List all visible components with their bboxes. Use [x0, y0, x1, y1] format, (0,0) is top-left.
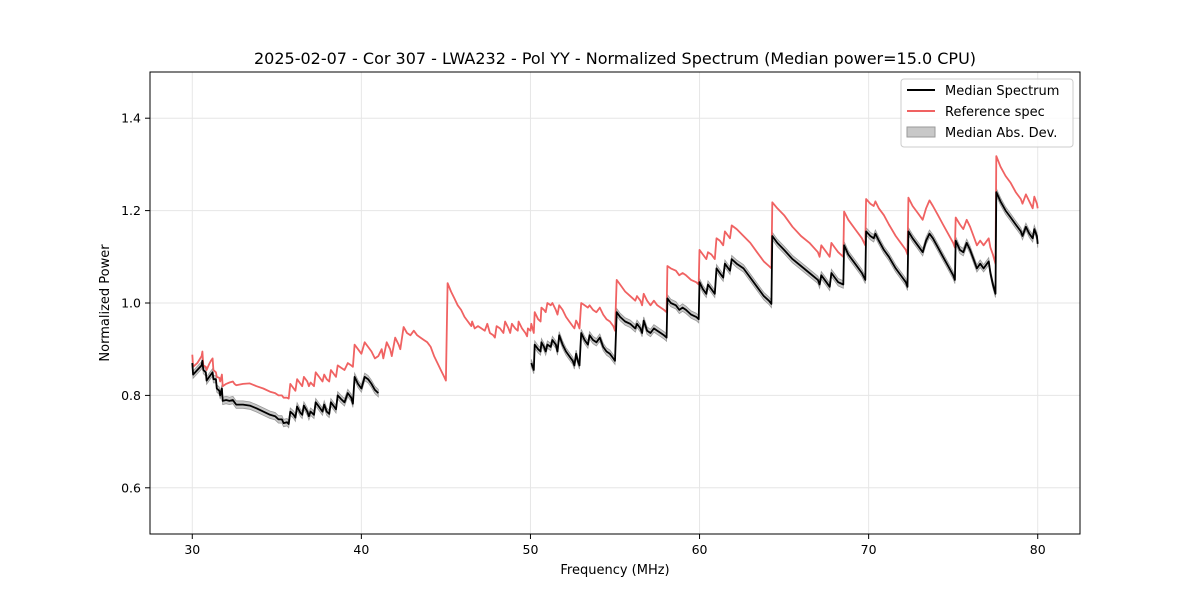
- y-axis-label: Normalized Power: [98, 244, 113, 362]
- reference-spec-layer: [191, 155, 1039, 400]
- x-tick-label: 70: [861, 542, 877, 557]
- legend-swatch-mad: [906, 126, 936, 138]
- y-tick-label: 1.2: [121, 203, 141, 218]
- median-spectrum-line: [191, 359, 379, 425]
- chart-title: 2025-02-07 - Cor 307 - LWA232 - Pol YY -…: [254, 49, 976, 68]
- x-tick-label: 60: [692, 542, 708, 557]
- mad-band: [191, 357, 379, 429]
- y-tick-label: 0.6: [121, 480, 141, 495]
- tick-layer: 30 40 50 60 70 80 0.6 0.8 1.0 1.2 1.4: [121, 111, 1046, 557]
- median-spectrum-line: [530, 191, 1039, 371]
- y-tick-label: 1.4: [121, 111, 141, 126]
- x-tick-label: 40: [353, 542, 369, 557]
- legend-box: [900, 78, 1074, 148]
- legend-label-mad: Median Abs. Dev.: [945, 126, 1057, 141]
- y-tick-label: 1.0: [121, 296, 141, 311]
- reference-spec-line: [191, 155, 1039, 400]
- legend-label-median: Median Spectrum: [945, 84, 1059, 99]
- x-axis-label: Frequency (MHz): [560, 563, 669, 578]
- legend-label-reference: Reference spec: [945, 105, 1045, 120]
- x-tick-label: 50: [523, 542, 539, 557]
- legend: Median Spectrum Reference spec Median Ab…: [900, 78, 1074, 148]
- median-spectrum-layer: [191, 191, 1039, 425]
- x-tick-label: 80: [1030, 542, 1046, 557]
- x-tick-label: 30: [184, 542, 200, 557]
- y-tick-label: 0.8: [121, 388, 141, 403]
